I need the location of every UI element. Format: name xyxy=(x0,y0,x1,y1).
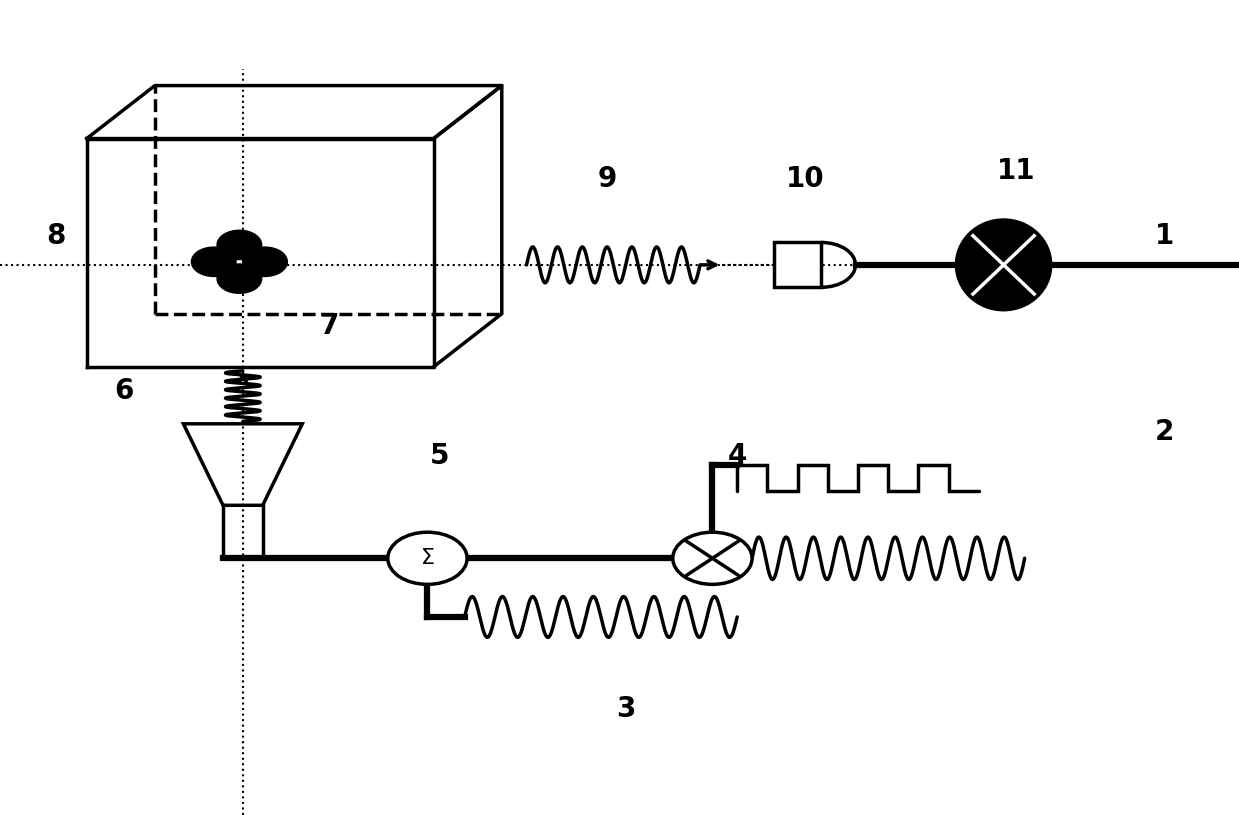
Circle shape xyxy=(217,264,261,293)
Text: 3: 3 xyxy=(616,695,636,723)
Circle shape xyxy=(217,231,261,259)
Text: 6: 6 xyxy=(114,377,134,405)
Text: 8: 8 xyxy=(46,222,66,250)
Circle shape xyxy=(673,532,752,584)
Text: 10: 10 xyxy=(786,165,825,193)
Circle shape xyxy=(192,247,237,276)
Text: 9: 9 xyxy=(597,165,617,193)
Text: 7: 7 xyxy=(318,312,338,340)
Text: 1: 1 xyxy=(1155,222,1175,250)
Circle shape xyxy=(243,247,287,276)
Text: 2: 2 xyxy=(1155,418,1175,446)
Text: $\Sigma$: $\Sigma$ xyxy=(420,548,435,568)
Ellipse shape xyxy=(957,220,1051,310)
FancyBboxPatch shape xyxy=(774,242,821,287)
Text: 11: 11 xyxy=(996,157,1036,185)
Circle shape xyxy=(388,532,467,584)
Text: 5: 5 xyxy=(430,443,450,470)
Text: 4: 4 xyxy=(727,443,747,470)
